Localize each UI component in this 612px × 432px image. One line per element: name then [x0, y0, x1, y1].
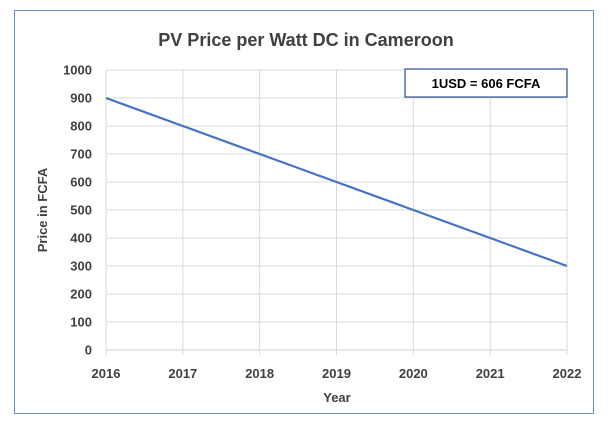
y-tick-label: 700 [70, 147, 92, 162]
y-tick-label: 0 [85, 343, 92, 358]
y-tick-label: 300 [70, 259, 92, 274]
x-tick-label: 2016 [92, 366, 121, 381]
x-tick-label: 2019 [322, 366, 351, 381]
y-tick-label: 1000 [63, 63, 92, 78]
y-axis-label: Price in FCFA [35, 167, 50, 252]
y-tick-label: 600 [70, 175, 92, 190]
exchange-rate-annotation: 1USD = 606 FCFA [404, 68, 568, 98]
series-line [105, 96, 568, 268]
series-lines [105, 96, 568, 268]
x-axis-label: Year [323, 390, 350, 405]
y-tick-labels: 0 100 200 300 400 500 600 700 800 900 1000 [63, 63, 92, 358]
chart-title: PV Price per Watt DC in Cameroon [158, 30, 453, 50]
y-tick-label: 800 [70, 119, 92, 134]
y-tick-label: 500 [70, 203, 92, 218]
x-tick-label: 2018 [245, 366, 274, 381]
y-tick-label: 200 [70, 287, 92, 302]
axes [105, 349, 568, 355]
annotation-box [404, 68, 568, 98]
x-tick-label: 2020 [399, 366, 428, 381]
gridlines [105, 69, 568, 350]
x-tick-label: 2022 [553, 366, 582, 381]
y-tick-label: 100 [70, 315, 92, 330]
y-tick-label: 400 [70, 231, 92, 246]
x-tick-label: 2021 [476, 366, 505, 381]
annotation-text: 1USD = 606 FCFA [432, 76, 541, 91]
x-tick-labels: 2016 2017 2018 2019 2020 2021 2022 [92, 366, 582, 381]
y-tick-label: 900 [70, 91, 92, 106]
x-tick-label: 2017 [168, 366, 197, 381]
